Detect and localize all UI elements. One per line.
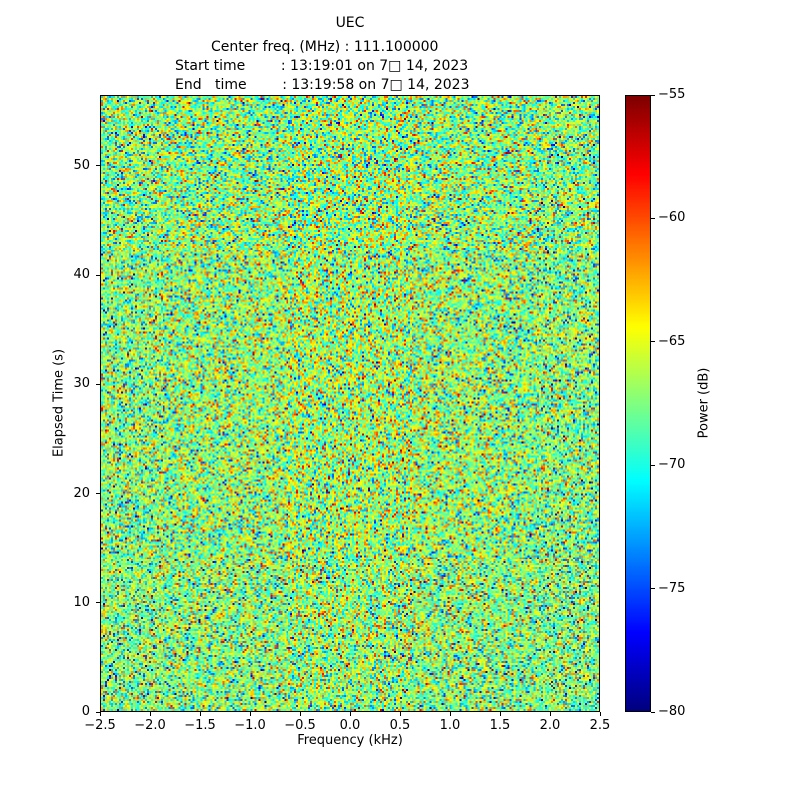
chart-title: UEC bbox=[335, 15, 365, 31]
x-tick-mark bbox=[299, 712, 301, 716]
colorbar-tick-mark bbox=[651, 711, 655, 713]
y-tick-label: 10 bbox=[73, 594, 90, 610]
colorbar-tick-label: −65 bbox=[658, 333, 686, 349]
y-tick-label: 50 bbox=[73, 157, 90, 173]
x-tick-mark bbox=[499, 712, 501, 716]
end-time-line: End time : 13:19:58 on 7□ 14, 2023 bbox=[175, 77, 470, 93]
x-tick-label: −1.5 bbox=[184, 718, 216, 733]
heatmap-canvas bbox=[101, 96, 599, 711]
x-tick-mark bbox=[199, 712, 201, 716]
x-tick-label: 0.0 bbox=[339, 718, 361, 733]
y-tick-mark bbox=[96, 493, 100, 495]
y-tick-mark bbox=[96, 165, 100, 167]
colorbar-tick-label: −70 bbox=[658, 457, 686, 473]
x-tick-label: −0.5 bbox=[284, 718, 316, 733]
x-tick-label: 2.5 bbox=[589, 718, 611, 733]
x-tick-mark bbox=[349, 712, 351, 716]
colorbar-gradient bbox=[626, 96, 650, 711]
y-tick-mark bbox=[96, 602, 100, 604]
x-tick-label: 1.0 bbox=[439, 718, 461, 733]
colorbar bbox=[625, 95, 651, 712]
colorbar-tick-mark bbox=[651, 217, 655, 219]
y-tick-mark bbox=[96, 274, 100, 276]
colorbar-tick-label: −80 bbox=[658, 704, 686, 719]
x-tick-mark bbox=[449, 712, 451, 716]
y-tick-label: 30 bbox=[73, 376, 90, 392]
x-tick-label: −2.0 bbox=[134, 718, 166, 733]
x-tick-mark bbox=[599, 712, 601, 716]
colorbar-tick-mark bbox=[651, 464, 655, 466]
y-tick-mark bbox=[96, 711, 100, 713]
x-tick-label: 0.5 bbox=[389, 718, 411, 733]
center-freq-line: Center freq. (MHz) : 111.100000 bbox=[211, 39, 439, 55]
y-axis-label: Elapsed Time (s) bbox=[51, 348, 67, 458]
colorbar-tick-mark bbox=[651, 94, 655, 96]
x-tick-mark bbox=[149, 712, 151, 716]
y-tick-label: 0 bbox=[81, 704, 90, 719]
heatmap-plot-area bbox=[100, 95, 600, 712]
colorbar-tick-mark bbox=[651, 341, 655, 343]
colorbar-tick-label: −75 bbox=[658, 580, 686, 596]
colorbar-tick-label: −60 bbox=[658, 210, 686, 226]
y-tick-label: 20 bbox=[73, 485, 90, 501]
colorbar-tick-mark bbox=[651, 588, 655, 590]
y-tick-label: 40 bbox=[73, 267, 90, 283]
colorbar-tick-label: −55 bbox=[658, 87, 686, 102]
x-tick-label: 1.5 bbox=[489, 718, 511, 733]
x-axis-label: Frequency (kHz) bbox=[297, 733, 403, 748]
x-tick-label: −1.0 bbox=[234, 718, 266, 733]
x-tick-label: −2.5 bbox=[84, 718, 116, 733]
x-tick-label: 2.0 bbox=[539, 718, 561, 733]
start-time-line: Start time : 13:19:01 on 7□ 14, 2023 bbox=[175, 58, 469, 74]
x-tick-mark bbox=[249, 712, 251, 716]
colorbar-label: Power (dB) bbox=[696, 367, 712, 439]
y-tick-mark bbox=[96, 383, 100, 385]
x-tick-mark bbox=[99, 712, 101, 716]
x-tick-mark bbox=[399, 712, 401, 716]
x-tick-mark bbox=[549, 712, 551, 716]
